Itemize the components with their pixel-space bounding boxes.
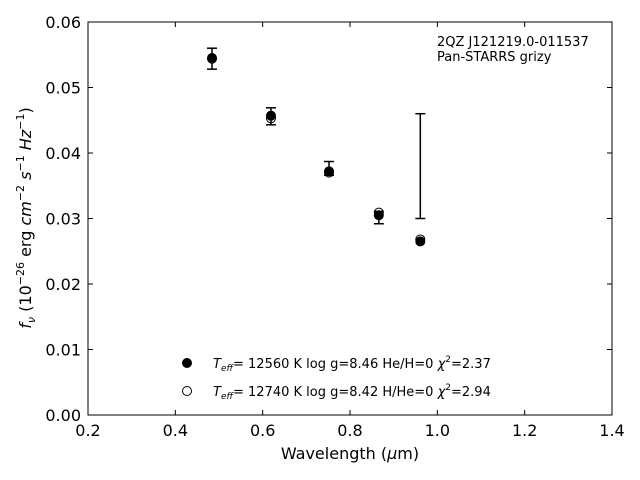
y-tick-label: 0.05 bbox=[45, 79, 81, 98]
model-point-filled bbox=[373, 210, 384, 221]
x-tick-label: 1.4 bbox=[599, 421, 624, 440]
x-tick-label: 0.4 bbox=[163, 421, 188, 440]
y-tick-label: 0.04 bbox=[45, 144, 81, 163]
x-axis-label: Wavelength (μm) bbox=[281, 444, 419, 463]
axis-ticks: 0.2 0.4 0.6 0.8 1.0 1.2 1.4 0.00 0.01 0.02 0.03 0.0… bbox=[45, 13, 624, 440]
x-tick-label: 1.0 bbox=[425, 421, 450, 440]
x-tick-label: 1.2 bbox=[512, 421, 537, 440]
model-point-open bbox=[415, 234, 426, 245]
x-tick-label: 0.8 bbox=[337, 421, 362, 440]
model-point-open bbox=[207, 53, 218, 64]
legend: Teff= 12560 K log g=8.46 He/H=0 χ2=2.37 … bbox=[182, 355, 491, 402]
model-point-open bbox=[373, 207, 384, 218]
y-tick-label: 0.01 bbox=[45, 341, 81, 360]
y-tick-label: 0.06 bbox=[45, 13, 81, 32]
y-tick-label: 0.00 bbox=[45, 406, 81, 425]
model-point-filled bbox=[265, 110, 276, 121]
legend-label-1: Teff= 12560 K log g=8.46 He/H=0 χ2=2.37 bbox=[213, 355, 491, 374]
x-tick-label: 0.6 bbox=[250, 421, 275, 440]
legend-marker-open bbox=[182, 386, 192, 396]
chart-annotation-line-2: Pan-STARRS grizy bbox=[437, 50, 552, 65]
model-point-open bbox=[265, 113, 276, 124]
x-tick-label: 0.2 bbox=[75, 421, 100, 440]
model-point-open bbox=[324, 167, 335, 178]
chart-annotation-line-1: 2QZ J121219.0-011537 bbox=[437, 35, 589, 50]
error-bars bbox=[207, 47, 426, 225]
legend-marker-filled bbox=[182, 358, 192, 368]
model-point-filled bbox=[415, 236, 426, 247]
y-axis-label: fν (10−26 erg cm−2 s−1 Hz−1) bbox=[14, 107, 38, 328]
y-tick-label: 0.02 bbox=[45, 275, 81, 294]
legend-label-2: Teff= 12740 K log g=8.42 H/He=0 χ2=2.94 bbox=[213, 383, 491, 402]
y-tick-label: 0.03 bbox=[45, 210, 81, 229]
data-points bbox=[207, 53, 426, 247]
